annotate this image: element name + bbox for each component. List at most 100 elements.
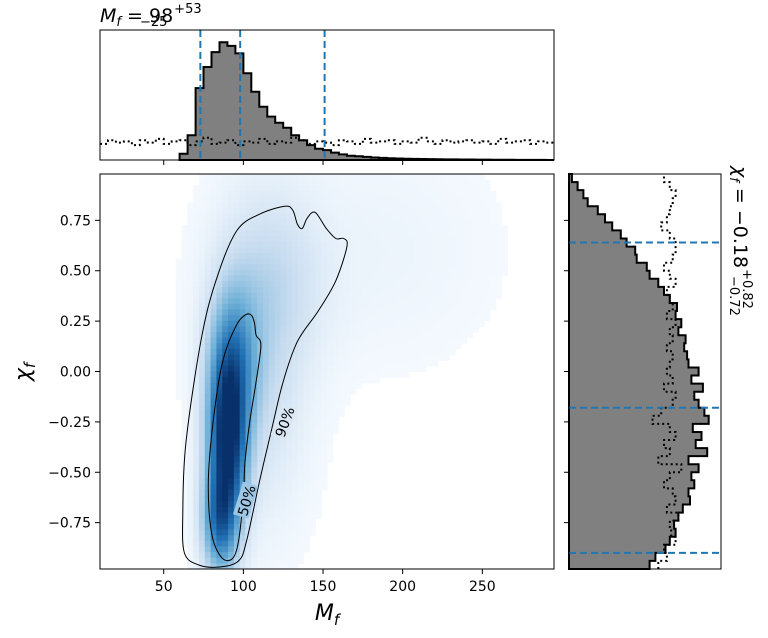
density-cell	[257, 213, 264, 220]
density-cell	[455, 326, 462, 333]
density-cell	[262, 202, 270, 209]
density-cell	[222, 365, 229, 373]
density-cell	[420, 202, 427, 209]
density-cell	[193, 275, 200, 282]
density-cell	[257, 467, 264, 474]
density-cell	[367, 371, 375, 378]
density-cell	[262, 371, 270, 378]
density-cell	[327, 354, 334, 361]
density-cell	[408, 174, 415, 181]
density-cell	[251, 450, 258, 457]
density-cell	[268, 411, 276, 418]
density-cell	[292, 382, 299, 390]
density-cell	[187, 416, 194, 423]
density-cell	[198, 388, 206, 395]
density-cell	[408, 185, 415, 192]
density-cell	[455, 343, 462, 350]
density-cell	[297, 207, 305, 215]
density-cell	[356, 286, 363, 294]
density-cell	[204, 315, 212, 322]
density-cell	[274, 264, 282, 271]
density-cell	[239, 241, 247, 248]
density-cell	[239, 394, 247, 401]
density-cell	[356, 337, 363, 344]
density-cell	[321, 241, 328, 248]
density-cell	[280, 196, 287, 203]
density-cell	[222, 422, 229, 429]
density-cell	[338, 264, 346, 271]
density-cell	[367, 292, 375, 299]
density-cell	[495, 269, 503, 277]
density-cell	[193, 207, 200, 215]
density-cell	[292, 275, 299, 282]
density-cell	[420, 230, 427, 237]
density-cell	[274, 337, 282, 344]
density-cell	[344, 174, 351, 181]
density-cell	[344, 258, 351, 265]
density-cell	[286, 484, 293, 491]
density-cell	[466, 185, 474, 192]
density-cell	[309, 219, 316, 226]
density-cell	[379, 174, 386, 181]
density-cell	[286, 540, 293, 548]
spin-marginal-frame	[568, 173, 722, 570]
density-cell	[327, 292, 334, 299]
density-cell	[489, 247, 497, 254]
density-cell	[495, 213, 503, 220]
density-cell	[216, 354, 223, 361]
density-cell	[431, 202, 439, 209]
density-cell	[210, 247, 218, 254]
density-cell	[396, 219, 404, 226]
density-cell	[373, 326, 380, 333]
density-cell	[292, 309, 299, 316]
density-cell	[332, 241, 340, 248]
density-cell	[315, 495, 322, 502]
density-cell	[303, 286, 311, 294]
density-cell	[251, 427, 258, 435]
density-cell	[379, 236, 386, 243]
density-cell	[245, 473, 252, 480]
density-cell	[338, 269, 346, 277]
density-cell	[251, 190, 258, 198]
density-cell	[210, 501, 218, 508]
density-cell	[309, 439, 316, 446]
density-cell	[379, 286, 386, 294]
density-cell	[420, 236, 427, 243]
density-cell	[332, 343, 340, 350]
density-cell	[198, 174, 206, 181]
density-cell	[181, 467, 188, 474]
density-cell	[193, 382, 200, 390]
density-cell	[396, 202, 404, 209]
density-cell	[327, 264, 334, 271]
density-cell	[297, 495, 305, 502]
mass-summary-minus: −25	[140, 15, 167, 30]
density-cell	[367, 281, 375, 288]
density-cell	[210, 365, 218, 373]
density-cell	[257, 332, 264, 339]
density-cell	[193, 416, 200, 423]
density-cell	[245, 348, 252, 356]
density-cell	[361, 264, 369, 271]
density-cell	[431, 309, 439, 316]
density-cell	[332, 332, 340, 339]
density-cell	[321, 224, 328, 232]
density-cell	[198, 292, 206, 299]
density-cell	[431, 286, 439, 294]
density-cell	[268, 439, 276, 446]
density-cell	[414, 315, 421, 322]
density-cell	[274, 473, 282, 480]
density-cell	[309, 450, 316, 457]
density-cell	[210, 461, 218, 469]
density-cell	[303, 213, 311, 220]
density-cell	[408, 360, 415, 367]
density-cell	[367, 337, 375, 344]
density-cell	[414, 264, 421, 271]
density-cell	[297, 490, 305, 497]
x-tick-label: 150	[310, 579, 337, 595]
density-cell	[373, 275, 380, 282]
density-cell	[233, 315, 241, 322]
density-cell	[356, 190, 363, 198]
density-cell	[251, 377, 258, 384]
density-cell	[228, 450, 235, 457]
density-cell	[455, 264, 462, 271]
